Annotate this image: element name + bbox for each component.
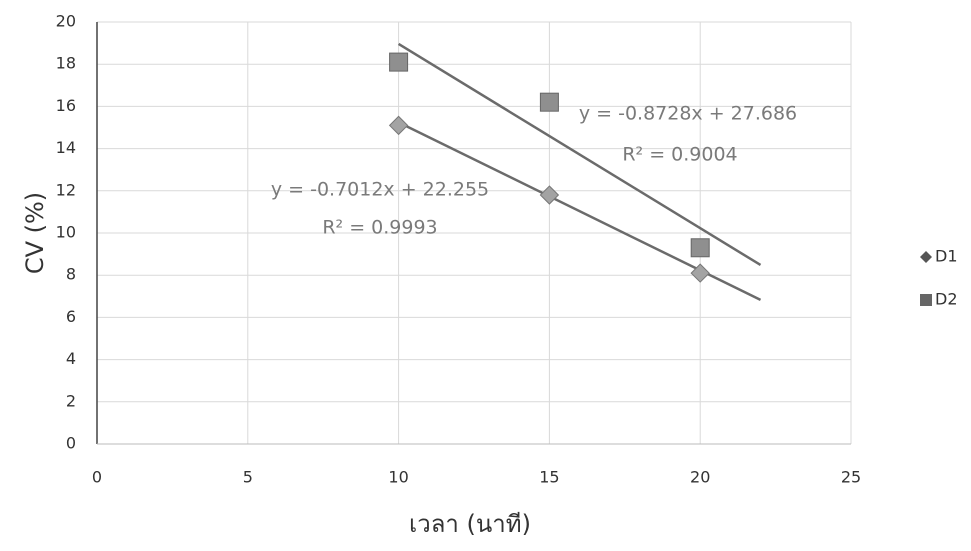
x-tick-label: 25	[841, 468, 861, 487]
y-tick-label: 14	[56, 138, 76, 157]
marker	[540, 93, 558, 111]
y-tick-label: 2	[66, 391, 76, 410]
trendline-equation: y = -0.7012x + 22.255	[271, 179, 489, 201]
x-tick-label: 5	[243, 468, 253, 487]
x-axis-title: เวลา (นาที)	[409, 510, 531, 538]
y-tick-label: 12	[56, 180, 76, 199]
x-tick-label: 10	[388, 468, 408, 487]
y-tick-label: 18	[56, 54, 76, 73]
y-tick-label: 16	[56, 96, 76, 115]
y-tick-label: 4	[66, 349, 76, 368]
legend-label: D1	[935, 247, 958, 266]
x-tick-label: 0	[92, 468, 102, 487]
chart: CV (%) เวลา (นาที) 0 2 4 6 8 10 12 14 16 18 20 0 5 10…	[0, 0, 971, 551]
marker	[390, 53, 408, 71]
y-tick-label: 0	[66, 434, 76, 453]
trendline-r2: R² = 0.9004	[622, 144, 737, 166]
y-tick-label: 20	[56, 12, 76, 31]
marker	[540, 186, 558, 204]
y-tick-label: 6	[66, 307, 76, 326]
y-axis-title: CV (%)	[21, 192, 49, 274]
x-tick-label: 20	[690, 468, 710, 487]
legend-label: D2	[935, 290, 958, 309]
marker	[691, 239, 709, 257]
marker	[390, 116, 408, 134]
x-tick-label: 15	[539, 468, 559, 487]
trendline-equation: y = -0.8728x + 27.686	[579, 103, 797, 125]
legend-marker	[920, 251, 932, 263]
trendline-r2: R² = 0.9993	[322, 217, 437, 239]
legend-marker	[920, 294, 932, 306]
y-tick-label: 10	[56, 223, 76, 242]
y-tick-label: 8	[66, 265, 76, 284]
